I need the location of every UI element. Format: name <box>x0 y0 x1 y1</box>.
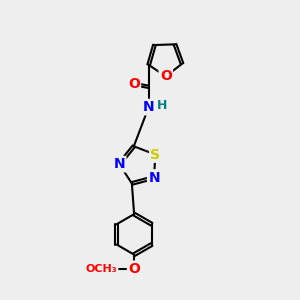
Text: O: O <box>128 262 140 276</box>
Text: N: N <box>143 100 154 114</box>
Text: S: S <box>150 148 160 161</box>
Text: OCH₃: OCH₃ <box>86 264 118 274</box>
Text: N: N <box>148 170 160 184</box>
Text: O: O <box>160 69 172 83</box>
Text: N: N <box>113 157 125 171</box>
Text: H: H <box>157 99 167 112</box>
Text: O: O <box>128 77 140 91</box>
